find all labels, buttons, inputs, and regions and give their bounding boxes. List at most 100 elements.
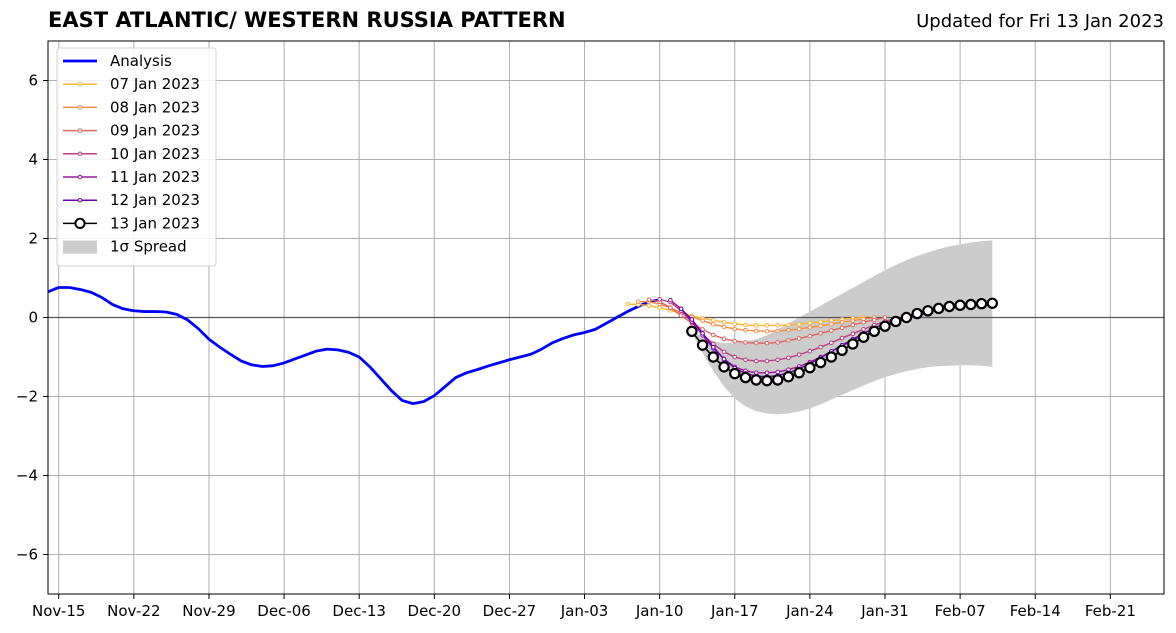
forecast-point xyxy=(796,321,802,327)
forecast-point xyxy=(753,358,759,364)
forecast-point xyxy=(732,354,738,360)
forecast-point xyxy=(711,332,716,338)
legend-item: 13 Jan 2023 xyxy=(63,214,200,232)
forecast-point xyxy=(668,297,673,303)
legend-label: Analysis xyxy=(110,52,172,70)
x-tick-label: Jan-10 xyxy=(635,602,684,620)
forecast-point xyxy=(721,324,727,330)
axis-ticks: Nov-15 Nov-22 Nov-29 Dec-06 Dec-13 Dec-20 Dec-… xyxy=(16,72,1136,621)
x-tick-label: Dec-06 xyxy=(257,602,311,620)
forecast-point xyxy=(775,323,780,328)
forecast-point xyxy=(836,344,848,356)
forecast-point xyxy=(847,338,859,350)
forecast-point xyxy=(657,297,662,302)
forecast-point xyxy=(689,317,695,322)
forecast-point xyxy=(922,305,934,317)
forecast-point xyxy=(721,349,727,355)
forecast-point xyxy=(743,327,748,333)
forecast-point xyxy=(818,319,823,325)
forecast-point xyxy=(861,327,866,332)
forecast-point xyxy=(721,319,727,325)
forecast-point xyxy=(818,344,823,350)
y-tick-label: −6 xyxy=(16,546,38,564)
legend-item: Analysis xyxy=(63,52,172,70)
forecast-point xyxy=(771,374,784,386)
forecast-point xyxy=(775,357,780,363)
forecast-point xyxy=(825,351,838,363)
forecast-point xyxy=(764,323,770,328)
forecast-point xyxy=(707,351,720,363)
x-tick-label: Dec-20 xyxy=(408,602,462,620)
forecast-point xyxy=(711,344,716,350)
forecast-point xyxy=(718,361,730,373)
x-tick-label: Dec-27 xyxy=(483,602,537,620)
forecast-point xyxy=(793,367,805,379)
x-tick-label: Nov-15 xyxy=(32,602,85,620)
forecast-point xyxy=(911,307,923,320)
forecast-point xyxy=(890,315,902,328)
legend-label: 13 Jan 2023 xyxy=(110,214,200,232)
forecast-point xyxy=(954,299,966,311)
y-tick-label: 6 xyxy=(28,72,38,90)
series-layer xyxy=(47,286,999,406)
legend-swatch xyxy=(63,240,97,254)
forecast-point xyxy=(764,329,770,334)
forecast-point xyxy=(686,325,698,338)
legend-box xyxy=(56,47,217,267)
forecast-series xyxy=(646,297,888,346)
y-tick-label: 0 xyxy=(28,309,38,327)
forecast-point xyxy=(753,323,759,328)
forecast-point xyxy=(782,371,795,383)
forecast-point xyxy=(807,348,813,354)
forecast-point xyxy=(932,302,945,315)
forecast-point xyxy=(804,361,816,374)
forecast-point xyxy=(807,325,813,330)
x-tick-label: Jan-03 xyxy=(560,602,609,620)
forecast-series xyxy=(686,297,999,387)
forecast-point xyxy=(900,311,913,324)
forecast-point xyxy=(721,336,727,342)
forecast-point xyxy=(814,356,827,369)
forecast-point xyxy=(750,374,762,386)
forecast-point xyxy=(850,331,856,336)
x-tick-label: Feb-14 xyxy=(1010,602,1061,620)
chart-title: EAST ATLANTIC/ WESTERN RUSSIA PATTERN xyxy=(48,8,566,32)
forecast-point xyxy=(732,338,738,344)
forecast-point xyxy=(829,340,834,346)
forecast-point xyxy=(829,328,834,333)
legend-label: 10 Jan 2023 xyxy=(110,145,200,163)
forecast-point xyxy=(678,313,684,318)
forecast-point xyxy=(975,297,988,310)
forecast-point xyxy=(711,321,716,327)
forecast-series xyxy=(635,299,877,334)
forecast-point xyxy=(796,352,802,357)
legend-label: 07 Jan 2023 xyxy=(110,75,200,93)
forecast-point xyxy=(818,323,823,329)
y-tick-label: 4 xyxy=(28,151,38,169)
legend-label: 09 Jan 2023 xyxy=(110,122,200,140)
forecast-point xyxy=(882,315,888,320)
forecast-point xyxy=(839,325,845,331)
legend-item: 11 Jan 2023 xyxy=(63,168,200,186)
legend-label: 11 Jan 2023 xyxy=(110,168,200,186)
x-tick-label: Jan-24 xyxy=(785,602,834,620)
forecast-point xyxy=(764,370,770,376)
forecast-point xyxy=(839,319,845,325)
forecast-point xyxy=(796,326,802,332)
forecast-point xyxy=(986,297,999,309)
forecast-point xyxy=(678,306,684,312)
forecast-point xyxy=(850,322,856,328)
forecast-point xyxy=(871,317,877,323)
forecast-point xyxy=(646,297,652,303)
forecast-point xyxy=(786,322,791,328)
forecast-point xyxy=(796,336,802,341)
forecast-point xyxy=(646,303,652,308)
forecast-point xyxy=(700,331,705,336)
y-tick-label: 2 xyxy=(28,230,38,248)
legend-marker xyxy=(77,105,83,110)
forecast-point xyxy=(868,325,880,338)
legend-marker xyxy=(77,81,83,87)
forecast-point xyxy=(775,340,780,345)
forecast-point xyxy=(786,327,791,333)
